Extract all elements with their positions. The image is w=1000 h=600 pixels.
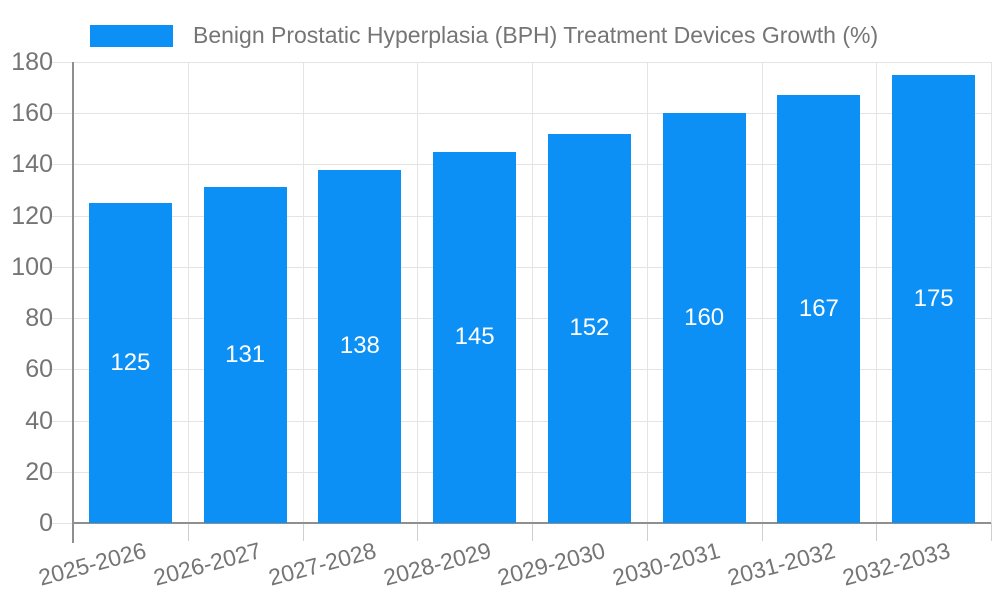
bar: 125 <box>88 202 172 523</box>
legend: Benign Prostatic Hyperplasia (BPH) Treat… <box>90 22 878 49</box>
y-tick-mark <box>51 62 73 63</box>
x-tick-mark <box>761 523 763 541</box>
x-tick-label: 2032-2033 <box>839 537 953 591</box>
x-tick-label: 2026-2027 <box>150 537 264 591</box>
x-tick-mark <box>646 523 648 541</box>
y-tick-label: 0 <box>39 509 53 537</box>
y-tick-label: 140 <box>11 150 53 179</box>
x-tick-mark <box>302 523 304 541</box>
bar-value-label: 160 <box>684 304 725 332</box>
x-tick-label: 2028-2029 <box>380 537 494 591</box>
bar-value-label: 125 <box>110 348 151 376</box>
x-gridline <box>876 62 878 523</box>
y-tick-label: 180 <box>11 48 53 76</box>
x-tick-label: 2029-2030 <box>495 537 609 591</box>
y-tick-mark <box>51 113 73 115</box>
y-tick-mark <box>51 215 73 217</box>
x-tick-mark <box>417 523 419 541</box>
y-tick-mark <box>51 369 73 371</box>
bar-value-label: 131 <box>225 341 266 369</box>
x-tick-mark <box>991 523 992 541</box>
bar: 160 <box>662 113 746 523</box>
x-gridline <box>532 62 533 523</box>
x-tick-mark <box>532 523 533 541</box>
x-tick-mark <box>876 523 878 541</box>
bar: 175 <box>892 74 976 523</box>
legend-swatch <box>90 24 173 47</box>
bar: 131 <box>203 187 287 523</box>
legend-label: Benign Prostatic Hyperplasia (BPH) Treat… <box>193 22 879 48</box>
x-tick-label: 2025-2026 <box>36 537 150 591</box>
bar: 167 <box>777 95 861 523</box>
bar-value-label: 152 <box>569 314 610 342</box>
y-axis-line <box>72 62 74 543</box>
y-tick-label: 160 <box>11 99 53 128</box>
x-gridline <box>417 62 419 523</box>
bar: 145 <box>433 151 517 523</box>
x-gridline <box>187 62 189 523</box>
x-tick-mark <box>187 523 189 541</box>
y-tick-mark <box>51 523 73 524</box>
bar: 152 <box>547 133 631 523</box>
x-gridline <box>646 62 648 523</box>
bar: 138 <box>318 169 402 523</box>
bar-value-label: 145 <box>454 323 495 351</box>
bar-value-label: 167 <box>798 295 839 323</box>
x-gridline <box>761 62 763 523</box>
bar-value-label: 175 <box>913 284 954 312</box>
y-tick-mark <box>51 471 73 473</box>
x-tick-label: 2030-2031 <box>609 537 723 591</box>
x-gridline <box>991 62 992 523</box>
y-tick-mark <box>51 266 73 268</box>
y-tick-mark <box>51 164 73 166</box>
bar-value-label: 138 <box>339 332 380 360</box>
x-axis-line <box>73 522 991 524</box>
y-tick-label: 120 <box>11 201 53 230</box>
y-tick-mark <box>51 318 73 320</box>
y-tick-label: 40 <box>25 406 53 435</box>
x-tick-label: 2031-2032 <box>724 537 838 591</box>
y-tick-label: 80 <box>25 304 53 333</box>
y-tick-label: 60 <box>25 355 53 384</box>
x-tick-label: 2027-2028 <box>265 537 379 591</box>
y-tick-label: 100 <box>11 252 53 281</box>
y-tick-label: 20 <box>25 457 53 486</box>
y-tick-mark <box>51 420 73 422</box>
x-gridline <box>302 62 304 523</box>
